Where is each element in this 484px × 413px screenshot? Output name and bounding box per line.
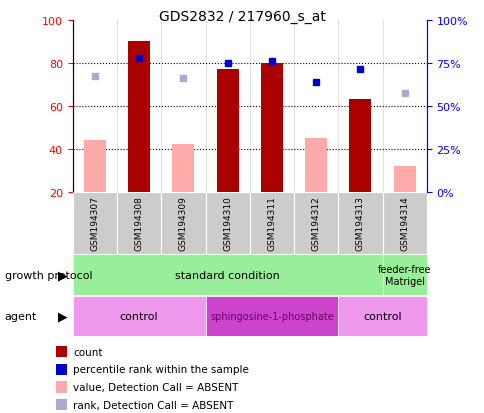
Text: agent: agent — [5, 311, 37, 321]
Text: GDS2832 / 217960_s_at: GDS2832 / 217960_s_at — [159, 10, 325, 24]
Bar — [337, 192, 382, 254]
Bar — [348, 100, 371, 192]
Text: GSM194314: GSM194314 — [399, 196, 408, 250]
Bar — [205, 296, 337, 337]
Bar — [304, 138, 327, 192]
Text: ▶: ▶ — [58, 268, 68, 282]
Text: GSM194307: GSM194307 — [90, 196, 99, 250]
Bar — [128, 42, 150, 192]
Bar — [260, 64, 282, 192]
Bar — [205, 192, 249, 254]
Bar — [56, 399, 66, 410]
Bar — [382, 192, 426, 254]
Bar — [216, 70, 238, 192]
Bar — [393, 166, 415, 192]
Bar — [382, 255, 426, 295]
Text: GSM194308: GSM194308 — [135, 196, 143, 250]
Bar — [117, 192, 161, 254]
Text: GSM194313: GSM194313 — [355, 196, 364, 250]
Text: standard condition: standard condition — [175, 270, 279, 280]
Bar — [161, 192, 205, 254]
Bar — [84, 140, 106, 192]
Bar — [56, 382, 66, 393]
Text: sphingosine-1-phosphate: sphingosine-1-phosphate — [210, 311, 333, 321]
Text: GSM194312: GSM194312 — [311, 196, 320, 250]
Text: value, Detection Call = ABSENT: value, Detection Call = ABSENT — [73, 382, 238, 392]
Bar — [73, 296, 205, 337]
Text: GSM194309: GSM194309 — [179, 196, 187, 250]
Text: GSM194311: GSM194311 — [267, 196, 276, 250]
Bar — [56, 346, 66, 358]
Bar — [73, 192, 117, 254]
Bar — [293, 192, 338, 254]
Text: count: count — [73, 347, 103, 357]
Text: growth protocol: growth protocol — [5, 270, 92, 280]
Text: control: control — [363, 311, 401, 321]
Text: rank, Detection Call = ABSENT: rank, Detection Call = ABSENT — [73, 400, 233, 410]
Text: feeder-free
Matrigel: feeder-free Matrigel — [377, 264, 431, 286]
Text: GSM194310: GSM194310 — [223, 196, 232, 250]
Text: ▶: ▶ — [58, 310, 68, 323]
Bar — [73, 255, 382, 295]
Text: control: control — [120, 311, 158, 321]
Bar — [337, 296, 426, 337]
Bar — [249, 192, 293, 254]
Bar — [56, 364, 66, 375]
Bar — [172, 145, 194, 192]
Text: percentile rank within the sample: percentile rank within the sample — [73, 365, 248, 375]
